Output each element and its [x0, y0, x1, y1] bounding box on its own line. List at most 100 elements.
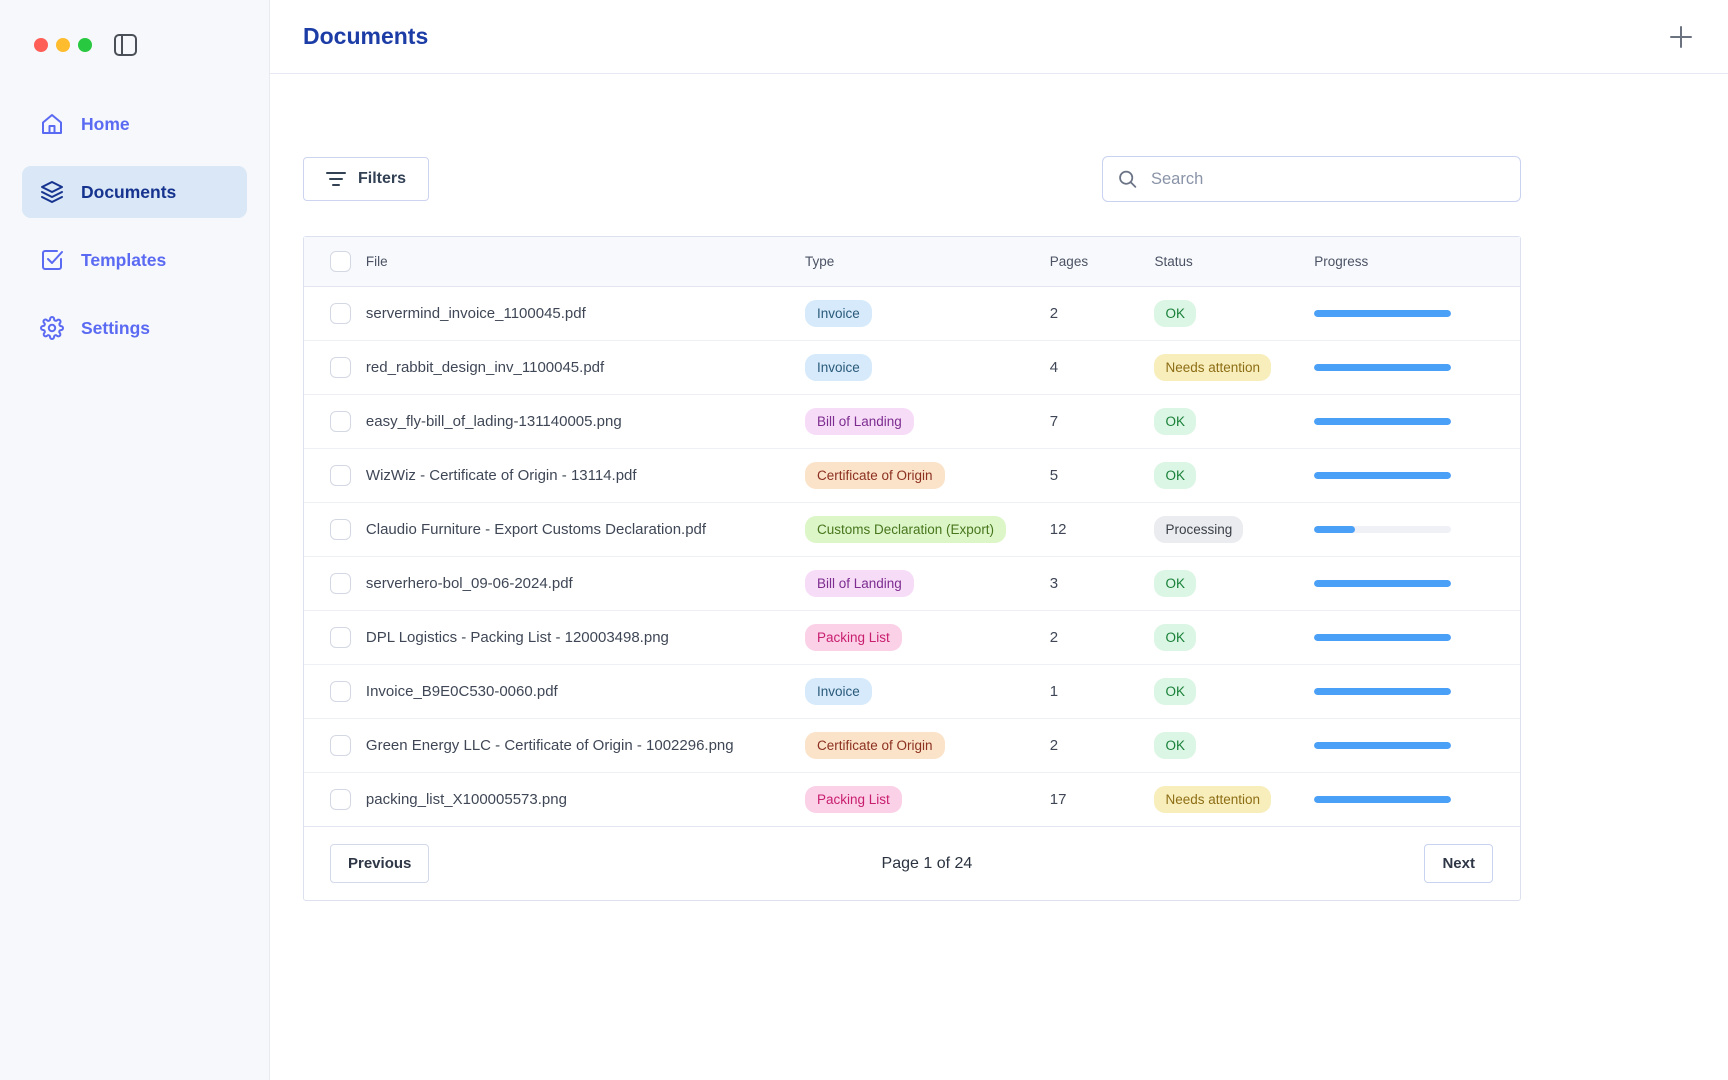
row-checkbox[interactable]	[330, 411, 351, 432]
filter-lines-icon	[326, 172, 346, 186]
home-icon	[42, 114, 62, 134]
row-checkbox[interactable]	[330, 735, 351, 756]
progress-bar-fill	[1314, 364, 1452, 371]
type-badge: Bill of Landing	[805, 570, 914, 597]
progress-bar	[1314, 796, 1452, 803]
column-header-progress: Progress	[1314, 237, 1520, 287]
zoom-window-icon[interactable]	[78, 38, 92, 52]
row-checkbox[interactable]	[330, 627, 351, 648]
status-badge: OK	[1154, 624, 1196, 651]
sidebar-item-settings[interactable]: Settings	[22, 302, 247, 354]
file-name: WizWiz - Certificate of Origin - 13114.p…	[365, 467, 637, 484]
type-badge: Packing List	[805, 624, 902, 651]
previous-page-button[interactable]: Previous	[330, 844, 430, 883]
table-row: Claudio Furniture - Export Customs Decla…	[304, 502, 1520, 557]
sidebar: Home Documents Templates Settings	[0, 0, 270, 1080]
table-row: serverhero-bol_09-06-2024.pdf Bill of La…	[304, 556, 1520, 611]
layers-icon	[41, 181, 63, 203]
status-badge: Processing	[1154, 516, 1244, 543]
status-badge: OK	[1154, 408, 1196, 435]
file-name: Green Energy LLC - Certificate of Origin…	[365, 737, 734, 754]
sidebar-nav: Home Documents Templates Settings	[0, 98, 269, 354]
sidebar-toggle-icon[interactable]	[114, 34, 137, 56]
row-checkbox[interactable]	[330, 573, 351, 594]
type-badge: Bill of Landing	[805, 408, 914, 435]
search-input[interactable]	[1102, 156, 1521, 202]
row-checkbox[interactable]	[330, 519, 351, 540]
search-box	[1102, 156, 1521, 202]
status-badge: Needs attention	[1154, 354, 1272, 381]
next-page-button[interactable]: Next	[1424, 844, 1493, 883]
table-row: DPL Logistics - Packing List - 120003498…	[304, 610, 1520, 665]
progress-bar-fill	[1314, 310, 1452, 317]
table-row: Invoice_B9E0C530-0060.pdf Invoice 1 OK	[304, 664, 1520, 719]
content: Filters File Type Pages Status	[270, 74, 1521, 901]
row-checkbox[interactable]	[330, 303, 351, 324]
column-header-status: Status	[1154, 237, 1315, 287]
progress-bar-fill	[1314, 688, 1452, 695]
sidebar-item-label: Home	[81, 113, 130, 134]
progress-bar	[1314, 742, 1452, 749]
progress-bar-fill	[1314, 526, 1356, 533]
select-all-checkbox[interactable]	[330, 251, 351, 272]
documents-table-card: File Type Pages Status Progress servermi…	[303, 236, 1521, 901]
type-badge: Invoice	[805, 300, 872, 327]
progress-bar-fill	[1314, 796, 1452, 803]
file-name: servermind_invoice_1100045.pdf	[365, 305, 586, 322]
progress-bar	[1314, 634, 1452, 641]
add-document-button[interactable]	[1664, 20, 1698, 54]
status-badge: OK	[1154, 678, 1196, 705]
documents-table: File Type Pages Status Progress servermi…	[304, 237, 1520, 827]
sidebar-item-label: Documents	[81, 181, 177, 202]
pages-count: 7	[1049, 413, 1059, 430]
table-row: Green Energy LLC - Certificate of Origin…	[304, 718, 1520, 773]
pages-count: 2	[1049, 737, 1059, 754]
pagination: Previous Page 1 of 24 Next	[304, 827, 1520, 900]
sidebar-item-documents[interactable]: Documents	[22, 166, 247, 218]
status-badge: Needs attention	[1154, 786, 1272, 813]
sidebar-item-label: Settings	[81, 317, 151, 338]
column-header-type: Type	[805, 237, 1050, 287]
pages-count: 17	[1049, 791, 1067, 808]
sidebar-item-label: Templates	[81, 249, 167, 270]
status-badge: OK	[1154, 462, 1196, 489]
pages-count: 4	[1049, 359, 1059, 376]
check-square-icon	[42, 250, 63, 270]
row-checkbox[interactable]	[330, 465, 351, 486]
table-row: servermind_invoice_1100045.pdf Invoice 2…	[304, 286, 1520, 341]
progress-bar	[1314, 418, 1452, 425]
row-checkbox[interactable]	[330, 681, 351, 702]
type-badge: Certificate of Origin	[805, 462, 945, 489]
progress-bar-fill	[1314, 472, 1452, 479]
file-name: easy_fly-bill_of_lading-131140005.png	[365, 413, 622, 430]
progress-bar-fill	[1314, 634, 1452, 641]
window-controls	[0, 34, 269, 56]
sidebar-item-home[interactable]: Home	[22, 98, 247, 150]
table-header-row: File Type Pages Status Progress	[304, 237, 1520, 287]
filters-button[interactable]: Filters	[303, 157, 430, 201]
file-name: packing_list_X100005573.png	[365, 791, 567, 808]
table-row: easy_fly-bill_of_lading-131140005.png Bi…	[304, 394, 1520, 449]
progress-bar	[1314, 526, 1452, 533]
page-header: Documents	[270, 0, 1728, 74]
type-badge: Invoice	[805, 678, 872, 705]
progress-bar	[1314, 580, 1452, 587]
filters-label: Filters	[358, 170, 407, 187]
file-name: Claudio Furniture - Export Customs Decla…	[365, 521, 707, 538]
page-info: Page 1 of 24	[881, 854, 973, 872]
file-name: Invoice_B9E0C530-0060.pdf	[365, 683, 558, 700]
row-checkbox[interactable]	[330, 357, 351, 378]
table-row: packing_list_X100005573.png Packing List…	[304, 772, 1520, 827]
column-header-pages: Pages	[1049, 237, 1155, 287]
close-window-icon[interactable]	[34, 38, 48, 52]
gear-icon	[40, 316, 64, 340]
table-row: red_rabbit_design_inv_1100045.pdf Invoic…	[304, 340, 1520, 395]
minimize-window-icon[interactable]	[56, 38, 70, 52]
sidebar-item-templates[interactable]: Templates	[22, 234, 247, 286]
type-badge: Invoice	[805, 354, 872, 381]
status-badge: OK	[1154, 732, 1196, 759]
row-checkbox[interactable]	[330, 789, 351, 810]
progress-bar-fill	[1314, 418, 1452, 425]
progress-bar	[1314, 688, 1452, 695]
pages-count: 3	[1049, 575, 1059, 592]
